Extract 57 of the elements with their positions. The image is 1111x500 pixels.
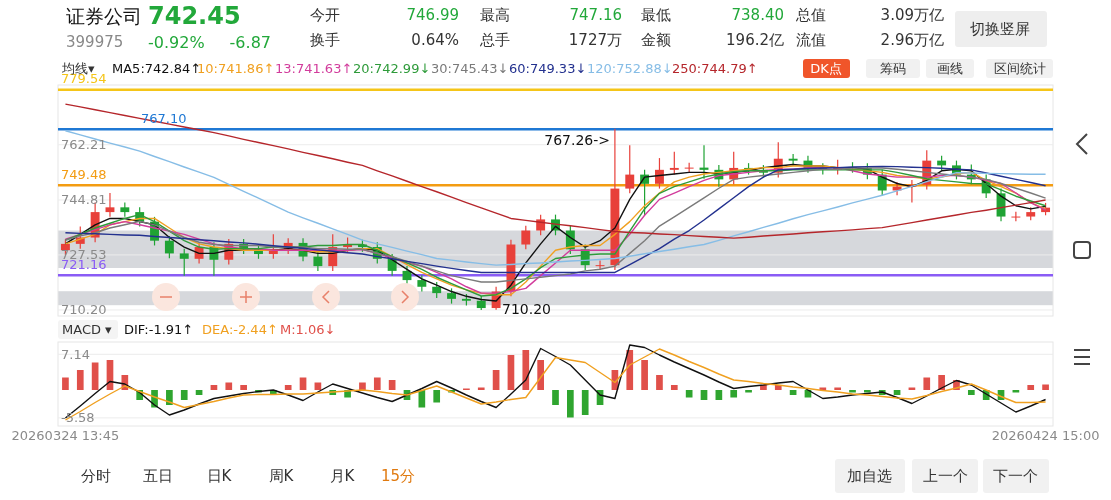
text: 120:752.88↓ — [587, 60, 673, 76]
text: 3.09万亿 — [880, 6, 944, 24]
text: 筹码 — [880, 60, 906, 76]
text: 金额 — [641, 31, 671, 49]
text: 月K — [329, 467, 356, 485]
text: MACD ▾ — [62, 321, 113, 337]
chart-title: 证券公司 — [66, 5, 142, 27]
text: 最高 — [480, 6, 510, 24]
y-tick-label: -5.58 — [61, 410, 95, 426]
text: M:1.06↓ — [280, 321, 336, 337]
text: 分时 — [81, 467, 111, 485]
text: 196.2亿 — [726, 31, 784, 49]
text: 今开 — [310, 6, 340, 24]
annotation: 710.20 — [502, 301, 551, 317]
text: 上一个 — [922, 467, 968, 485]
text: 20:742.99↓ — [353, 60, 431, 76]
text: 五日 — [143, 467, 173, 485]
text: 746.99 — [406, 6, 459, 24]
text: -0.92% — [148, 32, 205, 52]
y-tick-label: 762.21 — [61, 137, 107, 153]
text: 747.16 — [569, 6, 622, 24]
text: 1727万 — [568, 31, 622, 49]
text: 流值 — [796, 31, 826, 49]
text: 10:741.86↑ — [197, 60, 275, 76]
text: 画线 — [937, 60, 963, 76]
text: 15分 — [380, 467, 416, 485]
text: 下一个 — [992, 467, 1038, 485]
text: 区间统计 — [994, 60, 1046, 76]
text: 0.64% — [411, 31, 459, 49]
y-tick-label: 710.20 — [61, 302, 107, 318]
text: 742.45 — [148, 2, 241, 30]
text: 250:744.79↑ — [672, 60, 758, 76]
text: 60:749.33↓ — [509, 60, 587, 76]
text: DIF:-1.91↑ — [124, 321, 194, 337]
x-tick-label: 20260424 15:00 — [991, 428, 1100, 443]
text: -6.87 — [229, 32, 271, 52]
text: 切换竖屏 — [970, 20, 1030, 38]
text: 周K — [268, 467, 295, 485]
text: 换手 — [310, 31, 340, 49]
text: 总手 — [479, 31, 510, 49]
text: 13:741.63↑ — [275, 60, 353, 76]
y-tick-label: 7.14 — [61, 346, 90, 362]
x-tick-label: 20260324 13:45 — [11, 428, 120, 443]
text: 399975 — [66, 33, 124, 51]
text: DK点 — [810, 60, 842, 76]
text: 加自选 — [846, 467, 892, 485]
text: 738.40 — [731, 6, 784, 24]
y-tick-label: 744.81 — [61, 192, 107, 208]
text: 日K — [206, 467, 233, 485]
text: 2.96万亿 — [880, 31, 944, 49]
ref-line-label: 767.10 — [141, 110, 187, 126]
text: DEA:-2.44↑ — [202, 321, 278, 337]
text: 最低 — [641, 6, 671, 24]
text: 30:745.43↓ — [431, 60, 509, 76]
ref-line-label: 749.48 — [61, 166, 107, 182]
text: 总值 — [795, 6, 826, 24]
annotation: 767.26-> — [544, 132, 610, 148]
